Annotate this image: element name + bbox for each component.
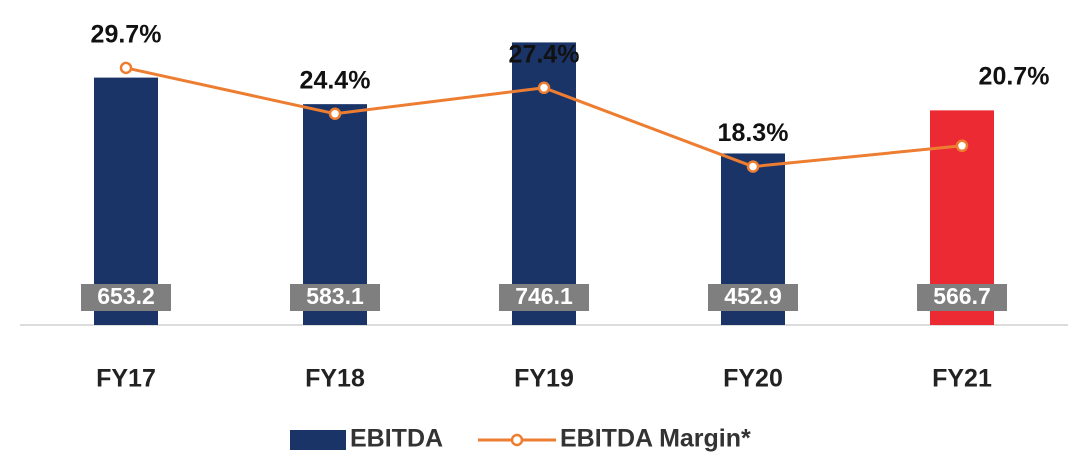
x-tick-label: FY21 (932, 365, 992, 393)
data-label: 24.4% (300, 66, 371, 94)
value-label-box (499, 284, 589, 311)
line-marker (537, 81, 551, 95)
line-marker (955, 139, 969, 153)
x-tick-label: FY18 (305, 365, 365, 393)
line-marker (328, 107, 342, 121)
value-label-box (81, 284, 171, 311)
value-label: 452.9 (724, 283, 782, 309)
line-marker (119, 61, 133, 75)
legend-label: EBITDA Margin* (560, 425, 751, 453)
value-label: 653.2 (97, 283, 155, 309)
data-label: 20.7% (979, 62, 1050, 90)
x-tick-label: FY19 (514, 365, 574, 393)
value-label: 583.1 (306, 283, 364, 309)
value-label: 566.7 (933, 283, 991, 309)
value-label-box (917, 284, 1007, 311)
x-tick-label: FY20 (723, 365, 783, 393)
x-tick-label: FY17 (96, 365, 156, 393)
data-label: 27.4% (509, 40, 580, 68)
data-label: 29.7% (91, 20, 162, 48)
data-label: 18.3% (718, 119, 789, 147)
value-label-box (290, 284, 380, 311)
legend-label: EBITDA (350, 425, 443, 453)
value-label-box (708, 284, 798, 311)
value-label: 746.1 (515, 283, 573, 309)
bar (94, 77, 158, 326)
legend-swatch (290, 430, 346, 450)
legend-marker (510, 433, 524, 447)
line-marker (746, 160, 760, 173)
